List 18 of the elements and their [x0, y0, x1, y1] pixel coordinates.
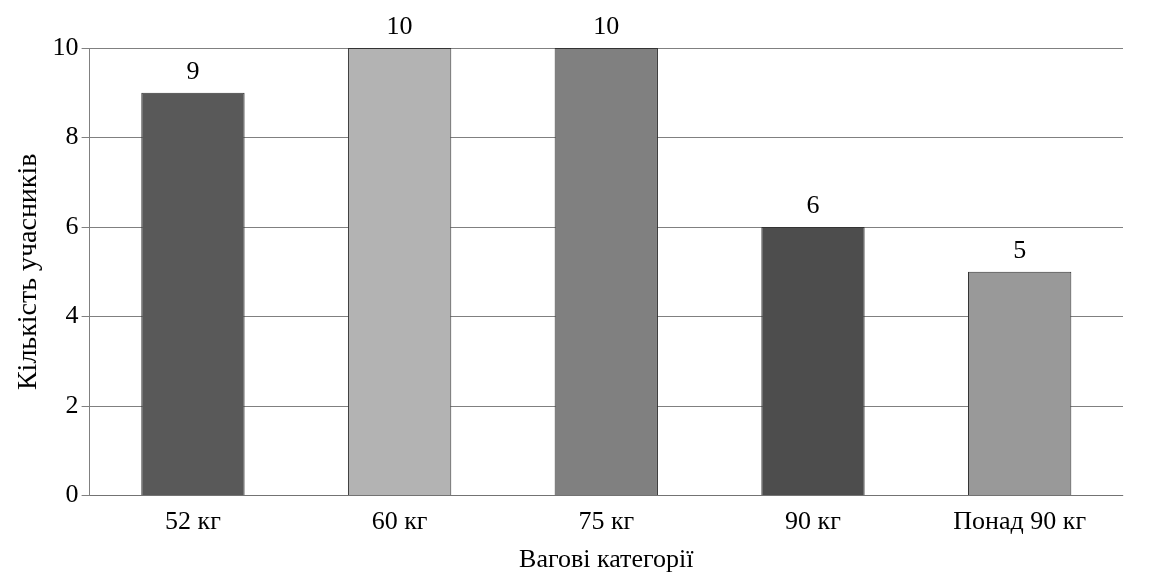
data-label: 5 — [1013, 234, 1027, 264]
x-tick-label: 52 кг — [165, 506, 221, 536]
x-tick-label: 75 кг — [578, 506, 635, 536]
y-tick-label: 4 — [65, 300, 79, 330]
y-tick-label: 6 — [65, 210, 79, 240]
x-tick-label: 60 кг — [371, 506, 428, 536]
data-label: 10 — [386, 10, 413, 40]
x-tick-label: 90 кг — [785, 506, 841, 536]
data-label: 10 — [593, 10, 620, 40]
data-label: 6 — [806, 189, 820, 219]
y-tick-label: 0 — [65, 479, 79, 509]
y-tick-label: 8 — [65, 121, 79, 151]
data-label: 9 — [186, 55, 200, 85]
x-axis-title: Вагові категорії — [519, 544, 695, 574]
y-tick-label: 10 — [52, 31, 79, 61]
y-tick-label: 2 — [65, 389, 79, 419]
y-axis-title: Кількість учасників — [11, 153, 43, 391]
x-tick-label: Понад 90 кг — [953, 506, 1087, 536]
